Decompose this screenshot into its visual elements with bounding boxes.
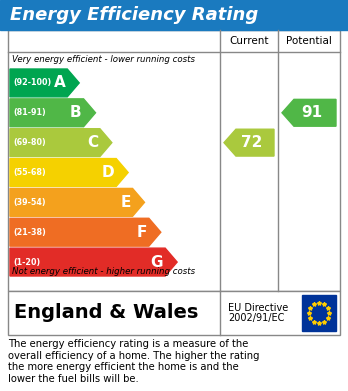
Polygon shape — [10, 69, 79, 97]
Bar — [8, 291, 340, 335]
Text: England & Wales: England & Wales — [14, 303, 198, 323]
Text: (21-38): (21-38) — [13, 228, 46, 237]
Polygon shape — [10, 218, 161, 246]
Bar — [0, 0, 348, 30]
Polygon shape — [10, 248, 177, 276]
Text: B: B — [70, 105, 81, 120]
Text: 72: 72 — [241, 135, 263, 150]
Text: D: D — [102, 165, 114, 180]
Bar — [8, 30, 340, 291]
Text: (81-91): (81-91) — [13, 108, 46, 117]
Text: Current: Current — [229, 36, 269, 46]
Text: F: F — [136, 225, 147, 240]
Text: Energy Efficiency Rating: Energy Efficiency Rating — [10, 6, 258, 24]
Text: (55-68): (55-68) — [13, 168, 46, 177]
Text: Potential: Potential — [286, 36, 332, 46]
Text: (39-54): (39-54) — [13, 198, 46, 207]
Text: Very energy efficient - lower running costs: Very energy efficient - lower running co… — [12, 55, 195, 64]
Text: A: A — [54, 75, 65, 90]
Polygon shape — [10, 188, 144, 216]
Text: (69-80): (69-80) — [13, 138, 46, 147]
Polygon shape — [282, 99, 336, 126]
Text: E: E — [120, 195, 130, 210]
Polygon shape — [10, 129, 112, 156]
Polygon shape — [10, 99, 95, 127]
Bar — [302, 295, 336, 331]
Text: Not energy efficient - higher running costs: Not energy efficient - higher running co… — [12, 267, 195, 276]
Text: The energy efficiency rating is a measure of the
overall efficiency of a home. T: The energy efficiency rating is a measur… — [8, 339, 260, 384]
Text: (1-20): (1-20) — [13, 258, 40, 267]
Polygon shape — [10, 159, 128, 187]
Polygon shape — [224, 129, 274, 156]
Text: 2002/91/EC: 2002/91/EC — [228, 313, 284, 323]
Text: C: C — [87, 135, 98, 150]
Text: (92-100): (92-100) — [13, 79, 51, 88]
Text: 91: 91 — [301, 105, 323, 120]
Text: G: G — [151, 255, 163, 269]
Text: EU Directive: EU Directive — [228, 303, 288, 313]
